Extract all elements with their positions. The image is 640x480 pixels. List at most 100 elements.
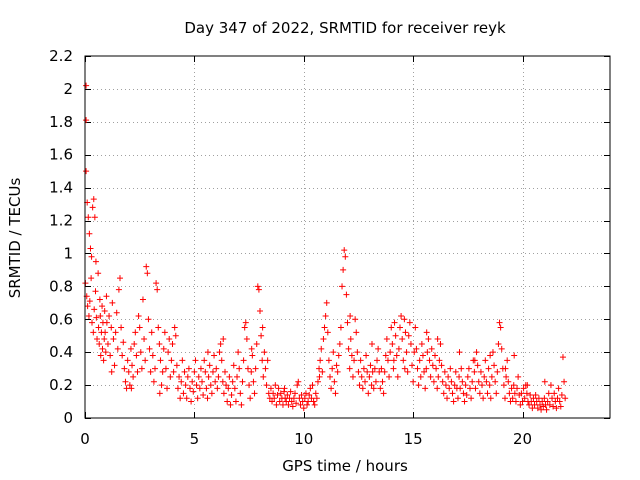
data-point bbox=[336, 340, 343, 347]
data-point bbox=[134, 368, 141, 375]
data-point bbox=[307, 385, 314, 392]
data-point bbox=[364, 368, 371, 375]
data-point bbox=[216, 349, 223, 356]
data-point bbox=[276, 398, 283, 405]
y-tick-label: 0 bbox=[63, 409, 73, 427]
data-point bbox=[96, 340, 103, 347]
data-point bbox=[541, 395, 548, 402]
data-point bbox=[528, 398, 535, 405]
data-point bbox=[296, 395, 303, 402]
data-point bbox=[556, 398, 563, 405]
data-point bbox=[101, 308, 108, 315]
data-point bbox=[521, 395, 528, 402]
data-point bbox=[262, 365, 269, 372]
data-point bbox=[327, 373, 333, 380]
data-point bbox=[258, 332, 265, 339]
grid bbox=[85, 56, 610, 418]
data-point bbox=[347, 312, 354, 319]
data-point bbox=[207, 382, 214, 389]
data-point bbox=[325, 357, 332, 364]
data-point bbox=[389, 340, 396, 347]
data-point bbox=[309, 382, 316, 389]
data-point bbox=[165, 349, 172, 356]
data-point bbox=[324, 329, 331, 336]
data-point bbox=[379, 378, 386, 385]
data-point bbox=[94, 336, 101, 343]
y-tick-label: 0.4 bbox=[49, 343, 73, 361]
data-point bbox=[91, 306, 98, 313]
data-point bbox=[487, 395, 494, 402]
data-point bbox=[255, 286, 262, 293]
data-point bbox=[171, 324, 178, 331]
data-point bbox=[404, 368, 411, 375]
data-point bbox=[217, 340, 224, 347]
data-point bbox=[445, 373, 452, 380]
data-point bbox=[392, 332, 399, 339]
data-point bbox=[290, 395, 297, 402]
data-point bbox=[92, 288, 99, 295]
data-point bbox=[102, 329, 109, 336]
data-point bbox=[248, 368, 255, 375]
data-point bbox=[177, 395, 184, 402]
data-point bbox=[344, 319, 351, 326]
data-point bbox=[85, 312, 92, 319]
data-point bbox=[93, 314, 100, 321]
data-point bbox=[472, 385, 479, 392]
data-point bbox=[190, 388, 197, 395]
data-point bbox=[474, 362, 481, 369]
data-point bbox=[251, 390, 258, 397]
data-point bbox=[223, 382, 230, 389]
data-point bbox=[494, 368, 501, 375]
data-point bbox=[555, 385, 562, 392]
data-point bbox=[366, 373, 373, 380]
data-point bbox=[102, 349, 109, 356]
data-point bbox=[204, 395, 211, 402]
data-point bbox=[169, 340, 176, 347]
data-point bbox=[459, 378, 466, 385]
data-point bbox=[129, 362, 136, 369]
data-point bbox=[479, 382, 486, 389]
data-point bbox=[519, 398, 526, 405]
data-point bbox=[199, 378, 206, 385]
data-point bbox=[99, 345, 106, 352]
data-point bbox=[252, 365, 259, 372]
data-point bbox=[399, 336, 406, 343]
chart-title: Day 347 of 2022, SRMTID for receiver rey… bbox=[184, 19, 506, 37]
data-point bbox=[537, 401, 543, 408]
y-tick-label: 1.2 bbox=[49, 212, 73, 230]
data-point bbox=[279, 401, 286, 408]
data-point bbox=[433, 365, 440, 372]
data-point bbox=[483, 378, 490, 385]
data-point bbox=[362, 378, 368, 385]
data-point bbox=[284, 391, 291, 398]
data-point bbox=[372, 378, 379, 385]
data-point bbox=[440, 390, 447, 397]
data-point bbox=[465, 365, 472, 372]
data-point bbox=[103, 293, 110, 300]
data-point bbox=[486, 382, 493, 389]
data-point bbox=[118, 324, 125, 331]
data-point bbox=[220, 336, 227, 343]
data-point bbox=[355, 368, 362, 375]
data-point bbox=[226, 373, 233, 380]
data-point bbox=[299, 398, 306, 405]
data-point bbox=[454, 395, 461, 402]
data-point bbox=[333, 362, 340, 369]
data-point bbox=[460, 390, 467, 397]
data-point bbox=[496, 319, 503, 326]
data-point bbox=[423, 329, 430, 336]
data-point bbox=[480, 395, 487, 402]
data-point bbox=[456, 349, 463, 356]
data-point bbox=[523, 390, 530, 397]
data-point bbox=[538, 406, 545, 413]
data-point bbox=[298, 391, 305, 398]
data-point bbox=[281, 385, 288, 392]
data-point bbox=[427, 373, 434, 380]
data-point bbox=[334, 368, 341, 375]
data-point bbox=[500, 382, 507, 389]
data-point bbox=[314, 378, 321, 385]
data-point bbox=[330, 349, 337, 356]
data-point bbox=[277, 390, 284, 397]
data-point bbox=[156, 340, 163, 347]
data-point bbox=[218, 357, 225, 364]
